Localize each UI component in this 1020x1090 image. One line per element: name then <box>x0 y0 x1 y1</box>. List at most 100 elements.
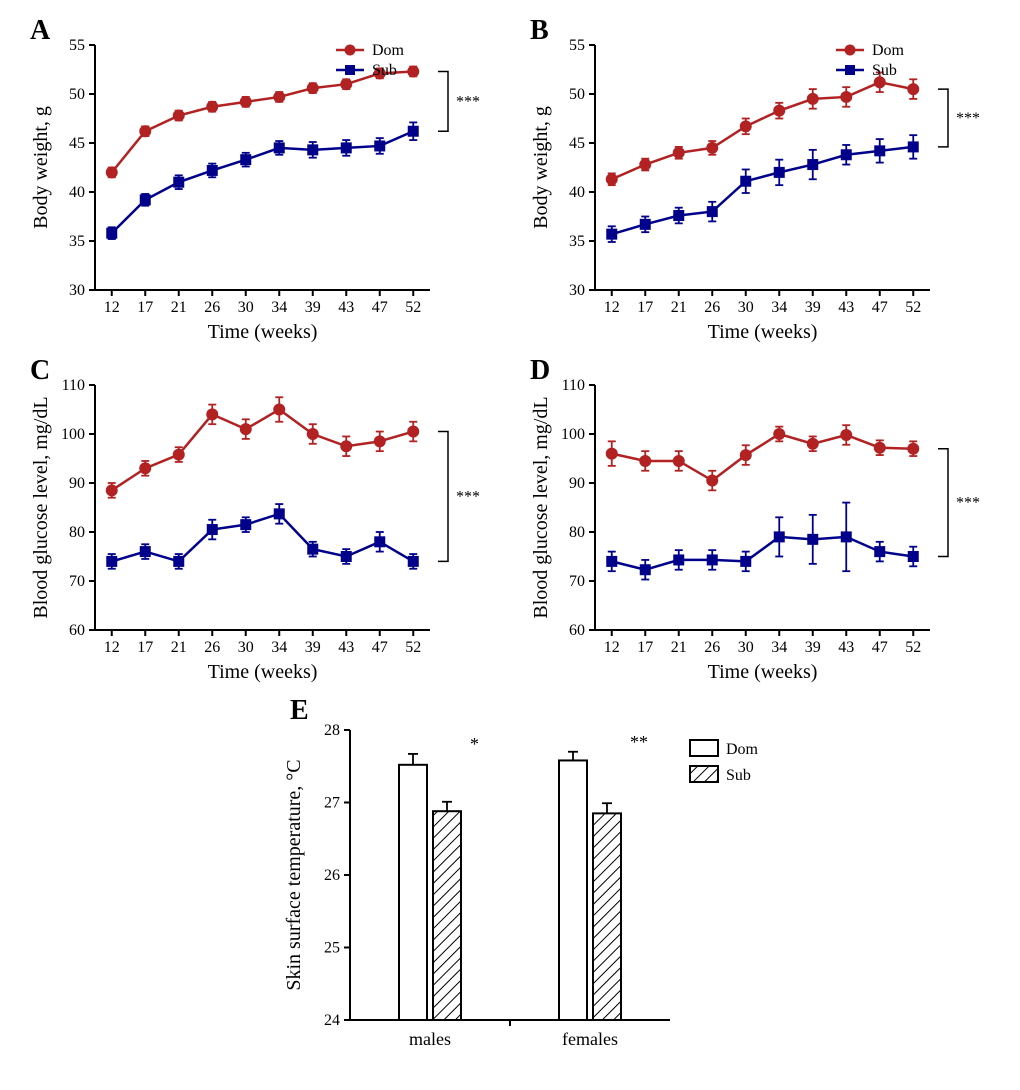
svg-text:110: 110 <box>62 377 85 394</box>
svg-text:***: *** <box>956 110 980 127</box>
svg-text:47: 47 <box>372 299 388 316</box>
svg-text:21: 21 <box>671 639 687 656</box>
svg-text:90: 90 <box>69 475 85 492</box>
panel-e: E 2425262728Skin surface temperature, °C… <box>220 700 800 1070</box>
svg-text:110: 110 <box>562 377 585 394</box>
svg-text:12: 12 <box>604 639 620 656</box>
svg-text:30: 30 <box>238 639 254 656</box>
svg-text:30: 30 <box>738 639 754 656</box>
svg-text:21: 21 <box>671 299 687 316</box>
svg-text:***: *** <box>456 488 480 505</box>
svg-text:70: 70 <box>569 573 585 590</box>
svg-text:24: 24 <box>324 1012 340 1029</box>
svg-text:***: *** <box>956 495 980 512</box>
svg-text:Skin surface temperature, °C: Skin surface temperature, °C <box>283 759 305 990</box>
svg-text:12: 12 <box>104 639 120 656</box>
svg-text:70: 70 <box>69 573 85 590</box>
svg-text:17: 17 <box>137 639 153 656</box>
svg-text:25: 25 <box>324 940 340 957</box>
svg-text:40: 40 <box>69 184 85 201</box>
figure-grid: A 30354045505512172126303439434752Body w… <box>20 20 1000 1070</box>
svg-text:100: 100 <box>561 426 585 443</box>
svg-text:Body weight, g: Body weight, g <box>30 106 52 229</box>
svg-text:30: 30 <box>69 282 85 299</box>
svg-text:26: 26 <box>204 299 220 316</box>
svg-text:Blood glucose level, mg/dL: Blood glucose level, mg/dL <box>30 396 52 618</box>
svg-text:26: 26 <box>204 639 220 656</box>
svg-text:Body weight, g: Body weight, g <box>530 106 552 229</box>
panel-label-d: D <box>530 355 550 387</box>
svg-text:Dom: Dom <box>372 42 405 59</box>
svg-text:**: ** <box>630 732 648 752</box>
svg-text:Time (weeks): Time (weeks) <box>208 661 318 683</box>
svg-text:21: 21 <box>171 639 187 656</box>
svg-text:17: 17 <box>637 299 653 316</box>
svg-text:50: 50 <box>569 86 585 103</box>
svg-text:39: 39 <box>805 299 821 316</box>
svg-text:17: 17 <box>137 299 153 316</box>
svg-text:60: 60 <box>569 622 585 639</box>
svg-text:34: 34 <box>771 639 787 656</box>
svg-text:80: 80 <box>69 524 85 541</box>
svg-text:Blood glucose level, mg/dL: Blood glucose level, mg/dL <box>530 396 552 618</box>
svg-text:47: 47 <box>872 299 888 316</box>
svg-text:26: 26 <box>324 867 340 884</box>
svg-text:30: 30 <box>569 282 585 299</box>
svg-text:*: * <box>470 734 479 754</box>
svg-text:Sub: Sub <box>372 62 397 79</box>
svg-text:28: 28 <box>324 722 340 739</box>
svg-text:Dom: Dom <box>726 741 759 758</box>
svg-text:27: 27 <box>324 795 340 812</box>
chart-c: 6070809010011012172126303439434752Blood … <box>20 360 500 690</box>
svg-text:50: 50 <box>69 86 85 103</box>
svg-text:Time (weeks): Time (weeks) <box>708 661 818 683</box>
panel-label-b: B <box>530 15 549 47</box>
svg-text:34: 34 <box>271 639 287 656</box>
svg-text:females: females <box>562 1029 618 1049</box>
svg-text:39: 39 <box>305 299 321 316</box>
svg-text:47: 47 <box>872 639 888 656</box>
svg-text:52: 52 <box>405 639 421 656</box>
svg-text:45: 45 <box>569 135 585 152</box>
svg-text:males: males <box>409 1029 451 1049</box>
svg-text:52: 52 <box>905 639 921 656</box>
svg-text:43: 43 <box>838 639 854 656</box>
panel-label-c: C <box>30 355 50 387</box>
svg-text:55: 55 <box>69 37 85 54</box>
svg-text:21: 21 <box>171 299 187 316</box>
chart-a: 30354045505512172126303439434752Body wei… <box>20 20 500 350</box>
panel-c: C 6070809010011012172126303439434752Bloo… <box>20 360 500 690</box>
svg-text:34: 34 <box>271 299 287 316</box>
svg-text:55: 55 <box>569 37 585 54</box>
chart-e: 24 25 26 27 28 Skin surface temperature, °C ma… <box>220 700 800 1070</box>
svg-text:43: 43 <box>338 299 354 316</box>
svg-text:80: 80 <box>569 524 585 541</box>
svg-text:***: *** <box>456 93 480 110</box>
panel-e-wrap: E 2425262728Skin surface temperature, °C… <box>20 700 1000 1070</box>
svg-text:43: 43 <box>338 639 354 656</box>
svg-text:26: 26 <box>704 299 720 316</box>
svg-text:39: 39 <box>805 639 821 656</box>
svg-text:90: 90 <box>569 475 585 492</box>
svg-text:43: 43 <box>838 299 854 316</box>
svg-text:35: 35 <box>69 233 85 250</box>
svg-text:Time (weeks): Time (weeks) <box>708 321 818 343</box>
svg-text:30: 30 <box>238 299 254 316</box>
svg-text:52: 52 <box>905 299 921 316</box>
svg-text:Dom: Dom <box>872 42 905 59</box>
svg-text:12: 12 <box>604 299 620 316</box>
svg-text:30: 30 <box>738 299 754 316</box>
svg-text:Sub: Sub <box>726 767 751 784</box>
svg-text:34: 34 <box>771 299 787 316</box>
panel-d: D 6070809010011012172126303439434752Bloo… <box>520 360 1000 690</box>
svg-text:35: 35 <box>569 233 585 250</box>
panel-label-e: E <box>290 695 309 727</box>
svg-text:26: 26 <box>704 639 720 656</box>
panel-a: A 30354045505512172126303439434752Body w… <box>20 20 500 350</box>
svg-text:12: 12 <box>104 299 120 316</box>
svg-text:17: 17 <box>637 639 653 656</box>
panel-label-a: A <box>30 15 50 47</box>
svg-text:Sub: Sub <box>872 62 897 79</box>
panel-b: B 30354045505512172126303439434752Body w… <box>520 20 1000 350</box>
svg-text:100: 100 <box>61 426 85 443</box>
